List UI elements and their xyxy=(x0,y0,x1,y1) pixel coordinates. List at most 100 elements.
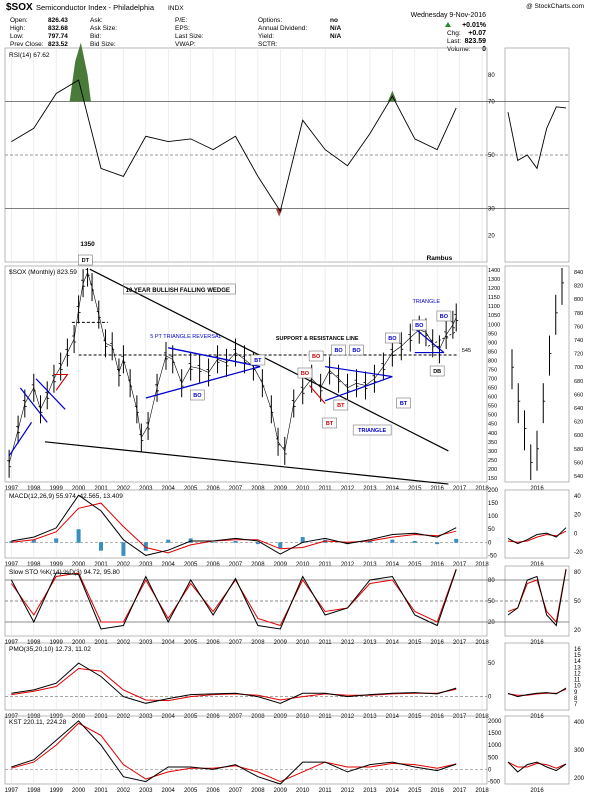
quote-label: Bid Size: xyxy=(90,41,116,48)
rsi-tick-label: 80 xyxy=(488,73,495,79)
year-label: 1997 xyxy=(5,714,19,720)
year-label: 1999 xyxy=(50,714,64,720)
price-tick-label: 1050 xyxy=(488,313,500,319)
wedge-label: 10 YEAR BULLISH FALLING WEDGE xyxy=(126,288,230,294)
price-tick-label: 500 xyxy=(488,413,497,419)
pmo-tick-label: 0 xyxy=(488,695,492,701)
year-label: 2017 xyxy=(453,788,467,794)
sto-tick-label: 80 xyxy=(488,578,495,584)
year-label: 2003 xyxy=(139,562,153,568)
zoom-tick-label: 800 xyxy=(574,297,583,303)
zoom-tick-label: 560 xyxy=(574,460,583,466)
quote-label: Open: xyxy=(10,17,28,24)
kst-zoom-frame xyxy=(504,715,570,785)
macd-histogram-bar xyxy=(121,542,126,556)
price-label: $SOX (Monthly) 823.59 xyxy=(9,269,77,276)
quote-label: Prev Close: xyxy=(10,41,44,48)
header-quote-table: Open: 826.43 High: 832.68 Low: 797.74 Prev Clo… xyxy=(10,17,487,53)
kst-panel: 2000 1500 1000 500 0 -500 KST 220.11, 224.28 40… xyxy=(4,715,585,794)
kst-tick-label: -500 xyxy=(488,780,501,786)
pmo-signal-line xyxy=(11,667,457,702)
breakout-label: BO xyxy=(440,314,449,320)
sto-tick-label: 20 xyxy=(488,620,495,626)
backtest-label: BT xyxy=(337,403,345,409)
year-label: 2005 xyxy=(184,486,198,492)
zoom-tick-label: 16 xyxy=(574,647,581,653)
year-label: 2006 xyxy=(206,714,220,720)
year-label: 2017 xyxy=(453,562,467,568)
quote-value: 797.74 xyxy=(48,33,68,40)
year-label: 2010 xyxy=(296,486,310,492)
year-label: 2002 xyxy=(117,788,131,794)
year-label: 1997 xyxy=(5,788,19,794)
macd-tick-label: 0 xyxy=(488,540,492,546)
year-label: 2001 xyxy=(94,486,108,492)
zoom-tick-label: 820 xyxy=(574,284,583,290)
zoom-tick-label: 760 xyxy=(574,324,583,330)
zoom-tick-label: 11 xyxy=(574,678,581,684)
zoom-tick-label: 7 xyxy=(574,702,578,708)
price-tick-label: 350 xyxy=(488,440,497,446)
year-label: 2000 xyxy=(72,562,86,568)
quote-label: Bid: xyxy=(90,33,101,40)
kst-main-line xyxy=(11,720,457,785)
backtest-label-box xyxy=(396,397,411,409)
year-label: 2009 xyxy=(274,562,288,568)
zoom-year-label: 2016 xyxy=(530,788,544,794)
year-label: 2013 xyxy=(363,562,377,568)
pmo-label: PMO(35,20,10) 12.73, 11.02 xyxy=(9,646,91,653)
quote-value: N/A xyxy=(330,33,342,40)
kst-tick-label: 2000 xyxy=(488,719,502,725)
year-label: 2012 xyxy=(341,562,355,568)
year-label: 1999 xyxy=(50,486,64,492)
year-label: 2007 xyxy=(229,562,243,568)
quote-label: VWAP: xyxy=(175,41,196,48)
pmo-main-line xyxy=(11,662,457,704)
triangle-lower-line xyxy=(145,365,261,399)
year-label: 2013 xyxy=(363,714,377,720)
price-tick-label: 300 xyxy=(488,449,497,455)
breakout-label: BO xyxy=(415,323,424,329)
zoom-tick-label: 540 xyxy=(574,474,583,480)
price-zoom-frame xyxy=(504,265,570,483)
year-label: 2006 xyxy=(206,788,220,794)
macd-histogram-bar xyxy=(255,542,260,545)
quote-label: Last: xyxy=(447,38,461,45)
year-label: 1997 xyxy=(5,486,19,492)
year-label: 2014 xyxy=(386,562,400,568)
macd-tick-label: -50 xyxy=(488,553,497,559)
kst-frame xyxy=(4,715,488,785)
pmo-zoom-signal-line xyxy=(507,688,567,696)
year-label: 2003 xyxy=(139,714,153,720)
year-label: 2016 xyxy=(430,714,444,720)
year-label: 1998 xyxy=(27,788,41,794)
quote-value: no xyxy=(330,17,338,24)
price-tick-label: 1100 xyxy=(488,304,500,310)
channel-line xyxy=(19,387,48,423)
year-label: 2016 xyxy=(430,788,444,794)
zoom-tick-label: 20 xyxy=(574,628,581,634)
triangle-reversal-label: 5 PT TRIANGLE REVERSAL xyxy=(150,334,221,340)
price-tick-label: 200 xyxy=(488,467,497,473)
rsi-panel: 80 70 50 30 20 RSI(14) 67.62 xyxy=(4,42,570,263)
breakout-label-box xyxy=(349,344,364,356)
quote-label: High: xyxy=(10,25,25,32)
sto-label: Slow STO %K(14) %D(3) 94.72, 95.80 xyxy=(9,569,120,576)
double-top-label-box xyxy=(78,254,93,266)
year-label: 2004 xyxy=(162,562,176,568)
price-tick-label: 250 xyxy=(488,458,497,464)
zoom-year-label: 2016 xyxy=(530,714,544,720)
quote-label: Low: xyxy=(10,33,24,40)
year-label: 1999 xyxy=(50,562,64,568)
kst-zoom-main-line xyxy=(507,761,567,773)
macd-histogram-bar xyxy=(454,538,459,543)
zoom-tick-label: 300 xyxy=(574,748,585,754)
year-label: 2011 xyxy=(319,486,333,492)
zoom-tick-label: 80 xyxy=(574,570,581,576)
price-tick-label: 750 xyxy=(488,367,497,373)
year-label: 1999 xyxy=(50,788,64,794)
zoom-tick-label: 9 xyxy=(574,690,578,696)
year-label: 2005 xyxy=(184,714,198,720)
zoom-tick-label: 620 xyxy=(574,420,583,426)
year-label: 1998 xyxy=(27,562,41,568)
